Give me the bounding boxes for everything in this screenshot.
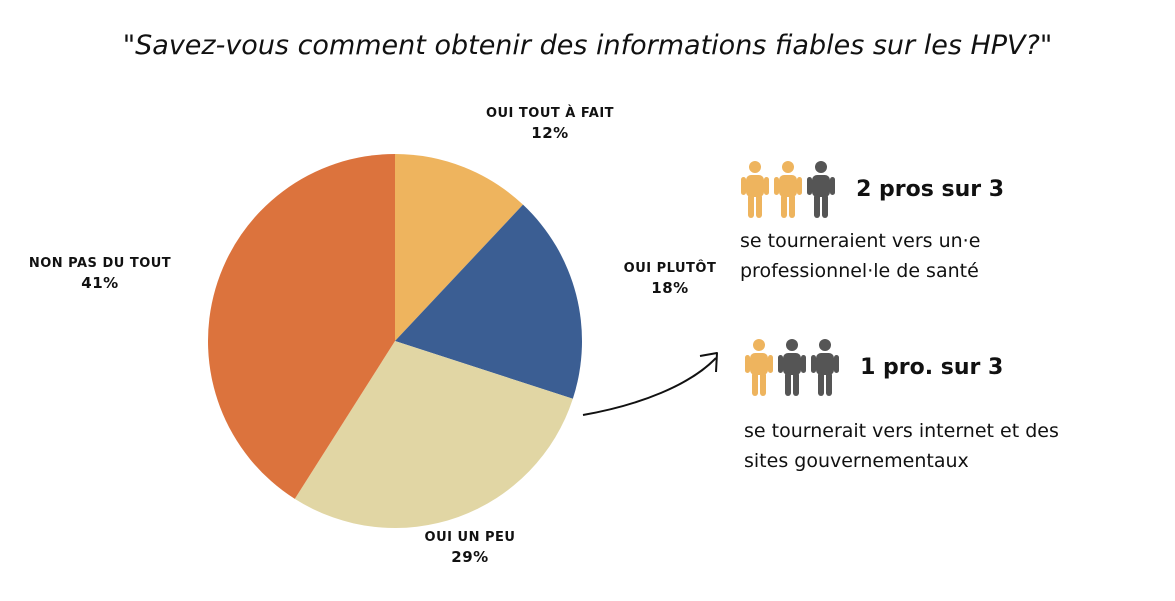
person-icon <box>811 339 839 396</box>
slice-name: Oui un peu <box>424 530 516 545</box>
stat-description-line: professionnel·le de santé <box>740 260 979 282</box>
person-icon <box>741 161 769 218</box>
chart-title: "Savez-vous comment obtenir des informat… <box>122 30 1053 61</box>
stat-description-line: se tourneraient vers un·e <box>740 230 981 252</box>
pie-slice-non-pas-du-tout <box>207 154 395 499</box>
slice-label-oui-tout-a-fait: Oui tout à fait 12% <box>470 106 630 142</box>
pie-slice-oui-plut-t <box>395 204 583 399</box>
pie-slice-oui-tout-fait <box>395 154 524 341</box>
person-icon <box>807 161 835 218</box>
stat-description-line: sites gouvernementaux <box>744 450 969 472</box>
slice-name: Oui tout à fait <box>485 106 615 121</box>
stat-description: se tournerait vers internet et des sites… <box>744 416 1059 476</box>
slice-percent: 12% <box>531 124 569 142</box>
people-icons <box>740 160 839 218</box>
pie-slice-oui-un-peu <box>294 341 573 528</box>
slice-label-oui-un-peu: Oui un peu 29% <box>390 530 550 566</box>
slice-name: Oui plutôt <box>623 261 717 276</box>
slice-percent: 41% <box>81 274 119 292</box>
stat-description: se tourneraient vers un·e professionnel·… <box>740 226 1004 286</box>
person-icon <box>778 339 806 396</box>
slice-percent: 29% <box>451 548 489 566</box>
stat-headline: 2 pros sur 3 <box>856 176 1005 202</box>
slice-label-non-pas-du-tout: Non pas du tout 41% <box>5 256 195 292</box>
slice-label-oui-plutot: Oui plutôt 18% <box>600 261 740 297</box>
people-icons <box>744 338 843 396</box>
stat-block-1-pro: 1 pro. sur 3 se tournerait vers internet… <box>744 338 1059 476</box>
stat-block-2-pros: 2 pros sur 3 se tourneraient vers un·e p… <box>740 160 1004 286</box>
person-icon <box>774 161 802 218</box>
stat-description-line: se tournerait vers internet et des <box>744 420 1059 442</box>
stat-headline: 1 pro. sur 3 <box>860 354 1004 380</box>
slice-percent: 18% <box>651 279 689 297</box>
person-icon <box>745 339 773 396</box>
slice-name: Non pas du tout <box>28 256 172 271</box>
